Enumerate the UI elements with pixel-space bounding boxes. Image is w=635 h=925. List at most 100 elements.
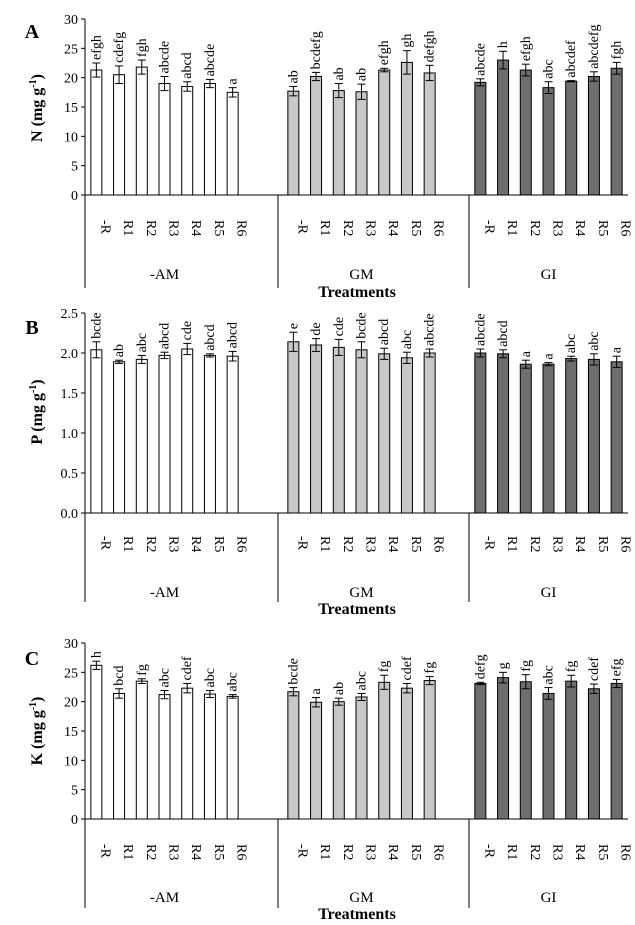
category-label: R1 <box>120 844 135 860</box>
y-tick-label: 0 <box>71 813 78 828</box>
significance-letter: efgh <box>89 35 104 60</box>
y-axis-label: K (mg g-1) <box>28 697 46 766</box>
category-label: -R <box>294 536 309 551</box>
category-label: R2 <box>527 844 542 860</box>
y-tick-label: 25 <box>64 42 78 57</box>
bar <box>90 664 103 820</box>
category-label: R1 <box>120 536 135 552</box>
significance-letter: g <box>496 662 511 669</box>
significance-letter: ab <box>112 344 127 357</box>
bar <box>423 680 436 820</box>
significance-letter: h <box>496 41 511 48</box>
significance-letter: abcde <box>203 44 218 77</box>
significance-letter: defgh <box>423 30 438 62</box>
significance-letter: bcde <box>355 312 370 338</box>
category-label: R5 <box>211 220 226 236</box>
bar <box>542 363 555 514</box>
bar <box>610 682 623 820</box>
significance-letter: fg <box>377 661 392 673</box>
bar <box>378 69 391 196</box>
panel-letter: A <box>25 21 40 43</box>
category-label: R3 <box>166 536 181 552</box>
category-label: R6 <box>431 536 446 552</box>
bar <box>181 348 194 514</box>
significance-letter: bcde <box>89 312 104 338</box>
y-tick-label: 2.0 <box>61 347 79 362</box>
y-tick-label: 20 <box>64 696 78 711</box>
bar <box>497 59 510 196</box>
y-tick-label: 15 <box>64 101 78 116</box>
significance-letter: a <box>519 350 534 357</box>
group-label: -AM <box>150 585 179 601</box>
significance-letter: abcd <box>226 322 241 348</box>
panel-b: B P (mg g-1) 0.0 0.5 1.0 1.5 2.0 2.5 bcde -R ab R1 a… <box>25 307 632 618</box>
category-label: R5 <box>211 536 226 552</box>
significance-letter: gh <box>400 34 415 48</box>
bar <box>310 701 323 820</box>
significance-letter: abc <box>355 671 370 690</box>
category-label: R3 <box>363 536 378 552</box>
significance-letter: de <box>309 322 324 335</box>
category-label: R4 <box>188 536 203 552</box>
category-label: R1 <box>504 536 519 552</box>
significance-letter: cdef <box>180 656 195 680</box>
category-label: R4 <box>385 844 400 860</box>
significance-letter: efg <box>610 658 625 676</box>
bar <box>203 693 216 820</box>
bar <box>287 341 300 514</box>
category-label: R2 <box>143 844 158 860</box>
bar <box>423 72 436 196</box>
bar <box>158 354 171 514</box>
bar <box>287 90 300 196</box>
y-tick-label: 5 <box>71 784 78 799</box>
bar <box>310 344 323 514</box>
bar <box>226 91 239 196</box>
bar <box>332 90 345 196</box>
bar <box>158 83 171 196</box>
significance-letter: abcde <box>423 313 438 346</box>
category-label: R1 <box>504 220 519 236</box>
y-tick-label: 25 <box>64 666 78 681</box>
group-label: GM <box>349 890 373 906</box>
bar <box>519 681 532 820</box>
category-label: R5 <box>408 844 423 860</box>
category-label: R2 <box>143 536 158 552</box>
significance-letter: abc <box>542 59 557 78</box>
bar <box>610 67 623 196</box>
category-label: R5 <box>595 844 610 860</box>
group-label: GI <box>541 890 557 906</box>
significance-letter: abc <box>587 331 602 350</box>
category-label: R1 <box>317 220 332 236</box>
y-tick-label: 1.0 <box>61 427 79 442</box>
significance-letter: abc <box>135 333 150 352</box>
bar <box>113 74 126 196</box>
category-label: R1 <box>317 844 332 860</box>
category-label: -R <box>97 220 112 235</box>
significance-letter: abcd <box>158 323 173 349</box>
bar <box>542 692 555 820</box>
group-label: GM <box>349 585 373 601</box>
bar <box>332 701 345 820</box>
category-label: R2 <box>143 220 158 236</box>
bar <box>378 353 391 514</box>
bar <box>474 682 487 820</box>
bar <box>587 688 600 820</box>
category-label: R3 <box>550 536 565 552</box>
significance-letter: cde <box>332 317 347 336</box>
y-tick-label: 20 <box>64 72 78 87</box>
bar <box>355 696 368 820</box>
bar <box>355 349 368 514</box>
category-label: R3 <box>550 844 565 860</box>
category-label: R1 <box>504 844 519 860</box>
category-label: R6 <box>431 844 446 860</box>
bar <box>497 353 510 514</box>
bar <box>565 358 578 514</box>
significance-letter: bcdefg <box>309 31 324 69</box>
category-label: -R <box>481 220 496 235</box>
category-label: R2 <box>340 536 355 552</box>
category-label: R3 <box>363 220 378 236</box>
significance-letter: cdef <box>400 656 415 680</box>
y-tick-label: 10 <box>64 130 78 145</box>
category-label: R4 <box>572 844 587 860</box>
panel-a: A N (mg g-1) 0 5 10 15 20 25 30 efgh -R cdefg R1 fgh R… <box>25 13 633 301</box>
